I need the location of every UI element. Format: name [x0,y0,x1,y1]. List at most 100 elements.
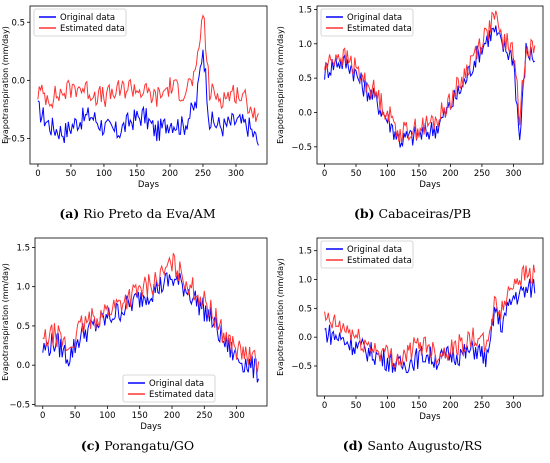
x-tick-label: 250 [195,169,211,179]
legend-box [320,8,414,37]
y-tick-label: 0.5 [11,18,25,28]
x-tick-label: 250 [196,411,212,421]
series-line-estimated [42,253,260,373]
y-tick-label: 1.0 [298,276,312,286]
y-tick-label: 1.0 [16,283,30,293]
y-tick-label: −0.5 [291,362,312,372]
x-tick-label: 50 [351,401,362,411]
y-tick-label: 0.0 [298,108,312,118]
caption-text: Porangatu/GO [104,438,195,453]
x-tick-label: 150 [411,401,427,411]
series-line-estimated [324,264,536,370]
y-tick-label: 0.0 [11,76,25,86]
y-tick-label: −0.5 [9,400,30,410]
y-tick-label: 0.0 [16,361,30,371]
y-axis-label: Evapotranspiration (mm/day) [276,26,285,144]
caption-letter: (a) [59,206,80,221]
y-tick-label: 1.5 [298,5,312,15]
x-tick-label: 100 [379,169,395,179]
x-axis-label: Days [419,412,441,422]
y-tick-label: −0.5 [291,143,312,153]
chart-santo-augusto: 0 50 100 150 200 250 300 −0.5 0.0 0.5 1.0 1.5 Days Ev… [276,237,544,422]
chart-cabaceiras: 0 50 100 150 200 250 300 −0.5 0.0 0.5 1.0 1.5 Days Ev… [276,5,544,190]
caption-letter: (c) [80,438,101,453]
caption-text: Rio Preto da Eva/AM [83,206,216,221]
x-tick-label: 100 [96,169,112,179]
caption-porangatu: (c) Porangatu/GO [0,438,275,453]
legend-box [122,374,216,403]
legend-label: Estimated data [60,24,125,34]
series-line-estimated [37,14,259,123]
y-tick-label: 1.0 [298,40,312,50]
x-tick-label: 300 [229,411,245,421]
x-axis-label: Days [138,180,160,190]
x-tick-label: 50 [66,169,77,179]
y-tick-label: 1.5 [298,247,312,257]
y-axis-label: Evapotranspiration (mm/day) [1,263,10,381]
caption-letter: (d) [342,438,364,453]
series-line-original [42,272,260,383]
x-tick-label: 0 [40,411,45,421]
x-tick-label: 250 [474,401,490,411]
x-tick-label: 150 [129,169,145,179]
x-tick-label: 100 [99,411,115,421]
legend-label: Original data [347,245,402,255]
legend-label: Estimated data [149,390,214,400]
x-tick-label: 0 [322,401,327,411]
caption-text: Cabaceiras/PB [378,206,472,221]
legend-box [320,240,414,269]
y-axis-label: Evapotranspiration (mm/day) [1,26,10,144]
caption-letter: (b) [353,206,375,221]
caption-santo-augusto: (d) Santo Augusto/RS [275,438,550,453]
chart-rio-preto-da-eva: 0 50 100 150 200 250 300 −0.5 0.0 0.5 Days Evapotra… [1,5,268,190]
panel-santo-augusto: 0 50 100 150 200 250 300 −0.5 0.0 0.5 1.0 1.5 Days Ev… [275,232,550,463]
y-tick-label: 0.5 [298,304,312,314]
x-tick-label: 0 [35,169,40,179]
legend-label: Original data [149,379,204,389]
x-tick-label: 50 [351,169,362,179]
plot-frame [316,237,544,397]
x-tick-label: 300 [228,169,244,179]
caption-rio-preto-da-eva: (a) Rio Preto da Eva/AM [0,206,275,221]
x-tick-label: 200 [162,169,178,179]
y-tick-label: 0.5 [298,74,312,84]
y-axis-label: Evapotranspiration (mm/day) [276,258,285,376]
x-axis-label: Days [419,180,441,190]
x-tick-label: 150 [132,411,148,421]
plot-frame [316,5,544,165]
legend-label: Estimated data [347,24,412,34]
legend-label: Original data [347,13,402,23]
legend-box [33,8,127,37]
x-tick-label: 250 [474,169,490,179]
x-tick-label: 200 [442,401,458,411]
x-tick-label: 150 [411,169,427,179]
x-tick-label: 200 [164,411,180,421]
caption-cabaceiras: (b) Cabaceiras/PB [275,206,550,221]
series-line-estimated [324,10,536,143]
caption-text: Santo Augusto/RS [367,438,483,453]
y-tick-label: −0.5 [4,134,25,144]
series-line-original [37,49,259,146]
y-tick-label: 0.0 [298,333,312,343]
x-tick-label: 300 [505,169,521,179]
plot-frame [29,5,268,165]
panel-rio-preto-da-eva: 0 50 100 150 200 250 300 −0.5 0.0 0.5 Days Evapotra… [0,0,275,231]
x-tick-label: 200 [442,169,458,179]
x-tick-label: 0 [322,169,327,179]
x-axis-label: Days [140,422,162,432]
plot-frame [34,237,268,407]
legend-label: Estimated data [347,256,412,266]
chart-porangatu: 0 50 100 150 200 250 300 −0.5 0.0 0.5 1.0 1.5 Days Ev… [1,237,268,432]
panel-porangatu: 0 50 100 150 200 250 300 −0.5 0.0 0.5 1.0 1.5 Days Ev… [0,232,275,463]
y-tick-label: 1.5 [16,243,30,253]
panel-cabaceiras: 0 50 100 150 200 250 300 −0.5 0.0 0.5 1.0 1.5 Days Ev… [275,0,550,231]
legend-label: Original data [60,13,115,23]
y-tick-label: 0.5 [16,322,30,332]
x-tick-label: 300 [505,401,521,411]
x-tick-label: 100 [379,401,395,411]
series-line-original [324,278,536,374]
